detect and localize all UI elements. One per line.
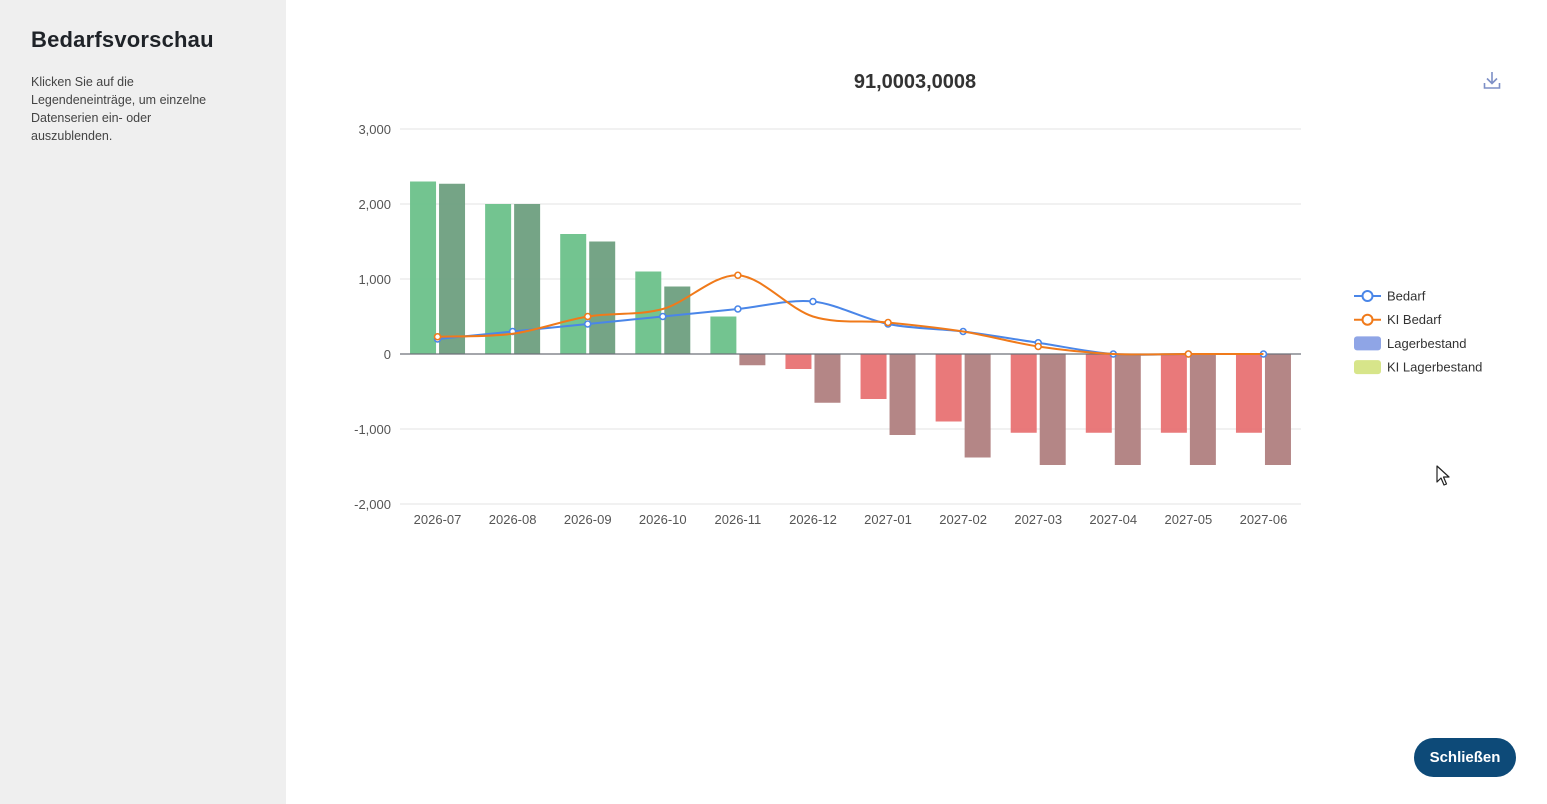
legend-point-marker xyxy=(1361,290,1374,302)
legend-label: KI Lagerbestand xyxy=(1387,360,1482,375)
bar-ki-lagerbestand xyxy=(964,354,991,458)
point-bedarf xyxy=(583,320,592,328)
legend-swatch xyxy=(1354,336,1381,351)
bar-ki-lagerbestand xyxy=(1039,354,1066,465)
legend-item-ki-bedarf[interactable]: KI Bedarf xyxy=(1354,312,1442,327)
download-glyph xyxy=(1483,72,1501,89)
bar-lagerbestand xyxy=(485,204,512,354)
bar-ki-lagerbestand xyxy=(439,183,466,354)
y-tick-label: 3,000 xyxy=(358,122,391,137)
mouse-cursor-icon xyxy=(1436,465,1452,487)
x-tick-label: 2026-10 xyxy=(639,512,687,527)
y-tick-label: -1,000 xyxy=(354,422,391,437)
x-tick-label: 2026-08 xyxy=(489,512,537,527)
x-tick-label: 2027-05 xyxy=(1165,512,1213,527)
x-tick-label: 2027-02 xyxy=(939,512,987,527)
x-tick-label: 2026-09 xyxy=(564,512,612,527)
download-icon[interactable] xyxy=(1481,69,1503,91)
bar-lagerbestand xyxy=(935,354,962,422)
bar-lagerbestand xyxy=(560,234,587,354)
x-tick-label: 2027-01 xyxy=(864,512,912,527)
point-ki-bedarf xyxy=(734,271,742,280)
legend-label: KI Bedarf xyxy=(1387,312,1442,327)
legend-item-lagerbestand[interactable]: Lagerbestand xyxy=(1354,336,1467,351)
point-ki-bedarf xyxy=(583,312,592,321)
legend-label: Lagerbestand xyxy=(1387,336,1467,351)
bar-ki-lagerbestand xyxy=(589,241,616,354)
sidebar-title: Bedarfsvorschau xyxy=(31,27,214,52)
y-tick-label: 0 xyxy=(384,347,391,362)
x-tick-label: 2026-11 xyxy=(715,512,762,527)
legend-swatch xyxy=(1354,360,1381,375)
legend-point-marker xyxy=(1361,313,1374,326)
info-sidebar: Bedarfsvorschau Klicken Sie auf die Lege… xyxy=(0,0,286,804)
point-ki-bedarf xyxy=(1034,342,1043,351)
y-tick-label: -2,000 xyxy=(354,497,391,512)
sidebar-hint-text: Klicken Sie auf die Legendeneinträge, um… xyxy=(31,75,207,143)
line-ki-bedarf xyxy=(437,274,1264,356)
x-tick-label: 2026-07 xyxy=(414,512,462,527)
point-bedarf xyxy=(809,297,817,306)
chart-panel xyxy=(286,0,1547,804)
x-tick-label: 2026-12 xyxy=(789,512,837,527)
bar-ki-lagerbestand xyxy=(1264,354,1291,465)
chart-title: 91,0003,0008 xyxy=(854,71,976,93)
point-ki-bedarf xyxy=(433,332,442,341)
y-tick-label: 2,000 xyxy=(358,197,391,212)
bar-lagerbestand xyxy=(1085,354,1112,433)
bar-lagerbestand xyxy=(710,316,737,354)
point-bedarf xyxy=(658,312,667,321)
point-bedarf xyxy=(734,305,742,313)
bar-ki-lagerbestand xyxy=(1114,354,1141,465)
bar-lagerbestand xyxy=(860,354,887,399)
bar-lagerbestand xyxy=(785,354,812,369)
x-tick-label: 2027-03 xyxy=(1014,512,1062,527)
x-tick-label: 2027-04 xyxy=(1089,512,1137,527)
bar-lagerbestand xyxy=(1235,354,1262,433)
bar-ki-lagerbestand xyxy=(814,354,841,403)
point-ki-bedarf xyxy=(1184,350,1193,358)
legend-item-ki-lagerbestand[interactable]: KI Lagerbestand xyxy=(1354,360,1482,375)
x-tick-label: 2027-06 xyxy=(1240,512,1288,527)
point-ki-bedarf xyxy=(884,318,892,327)
bar-ki-lagerbestand xyxy=(889,354,916,435)
close-button[interactable]: Schließen xyxy=(1414,738,1516,777)
y-tick-label: 1,000 xyxy=(358,272,391,287)
legend-label: Bedarf xyxy=(1387,289,1426,304)
bar-lagerbestand xyxy=(1160,354,1187,433)
bar-lagerbestand xyxy=(410,181,437,354)
bar-ki-lagerbestand xyxy=(1189,354,1216,465)
legend-item-bedarf[interactable]: Bedarf xyxy=(1354,289,1426,304)
bar-ki-lagerbestand xyxy=(739,354,766,366)
bar-lagerbestand xyxy=(1010,354,1037,433)
